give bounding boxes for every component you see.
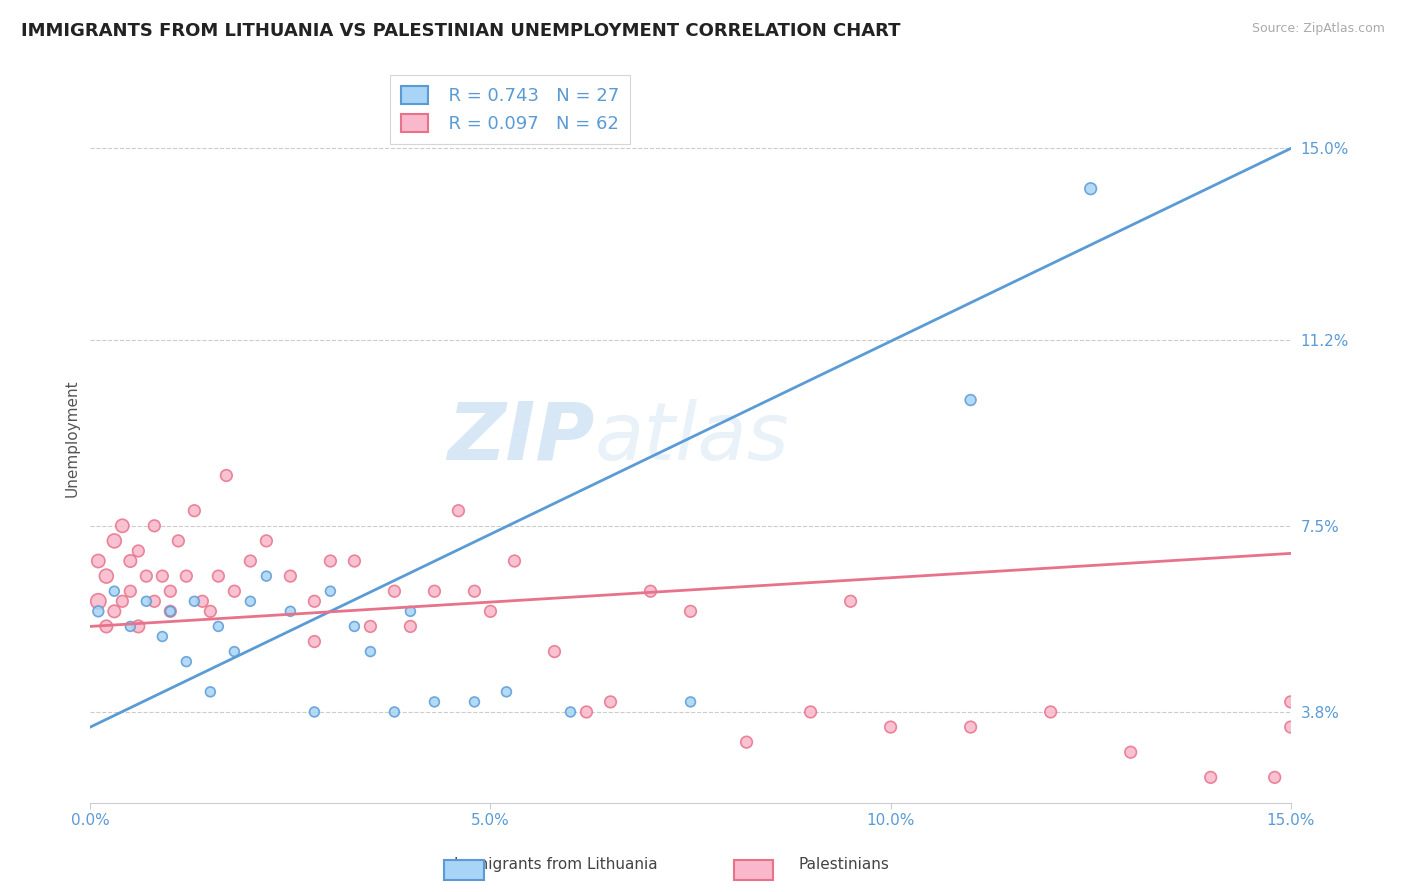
Point — [447, 504, 470, 518]
Point — [1119, 745, 1142, 759]
Point — [207, 619, 229, 633]
Point — [96, 619, 118, 633]
Point — [1039, 705, 1062, 719]
Point — [879, 720, 901, 734]
Point — [1303, 756, 1326, 770]
Point — [159, 604, 181, 618]
Point — [120, 619, 142, 633]
Point — [239, 594, 262, 608]
Text: atlas: atlas — [595, 399, 789, 476]
Point — [224, 584, 246, 599]
Point — [359, 619, 381, 633]
Point — [959, 392, 981, 407]
Point — [103, 584, 125, 599]
Point — [1295, 705, 1317, 719]
Point — [280, 604, 302, 618]
Point — [1264, 770, 1286, 784]
Point — [679, 604, 702, 618]
Text: Immigrants from Lithuania: Immigrants from Lithuania — [454, 857, 657, 872]
Point — [191, 594, 214, 608]
Point — [200, 685, 222, 699]
Point — [599, 695, 621, 709]
Point — [127, 544, 149, 558]
Point — [304, 705, 326, 719]
Point — [183, 504, 205, 518]
Point — [735, 735, 758, 749]
Point — [1312, 745, 1334, 759]
Point — [150, 569, 173, 583]
Point — [87, 604, 110, 618]
Point — [135, 569, 157, 583]
Point — [111, 594, 134, 608]
Point — [959, 720, 981, 734]
Point — [159, 604, 181, 618]
Point — [120, 584, 142, 599]
Text: IMMIGRANTS FROM LITHUANIA VS PALESTINIAN UNEMPLOYMENT CORRELATION CHART: IMMIGRANTS FROM LITHUANIA VS PALESTINIAN… — [21, 22, 901, 40]
Point — [254, 569, 277, 583]
Point — [143, 518, 166, 533]
Point — [575, 705, 598, 719]
Point — [207, 569, 229, 583]
Point — [1279, 695, 1302, 709]
Point — [159, 584, 181, 599]
Point — [176, 655, 198, 669]
Point — [224, 644, 246, 658]
Point — [143, 594, 166, 608]
Point — [560, 705, 582, 719]
Point — [1080, 182, 1102, 196]
Point — [176, 569, 198, 583]
Point — [679, 695, 702, 709]
Point — [495, 685, 517, 699]
Point — [127, 619, 149, 633]
Point — [503, 554, 526, 568]
Point — [543, 644, 565, 658]
Point — [399, 604, 422, 618]
Point — [103, 533, 125, 548]
Point — [399, 619, 422, 633]
Point — [359, 644, 381, 658]
Point — [1295, 745, 1317, 759]
Point — [239, 554, 262, 568]
Point — [319, 584, 342, 599]
Point — [183, 594, 205, 608]
Point — [96, 569, 118, 583]
Point — [87, 594, 110, 608]
Point — [800, 705, 823, 719]
Point — [640, 584, 662, 599]
Text: Palestinians: Palestinians — [799, 857, 889, 872]
Point — [254, 533, 277, 548]
Point — [103, 604, 125, 618]
Point — [87, 554, 110, 568]
Point — [839, 594, 862, 608]
Point — [304, 594, 326, 608]
Point — [111, 518, 134, 533]
Point — [343, 619, 366, 633]
Point — [423, 584, 446, 599]
Point — [215, 468, 238, 483]
Point — [304, 634, 326, 648]
Point — [1199, 770, 1222, 784]
Point — [200, 604, 222, 618]
Text: ZIP: ZIP — [447, 399, 595, 476]
Text: Source: ZipAtlas.com: Source: ZipAtlas.com — [1251, 22, 1385, 36]
Point — [463, 584, 485, 599]
Point — [150, 630, 173, 644]
Point — [280, 569, 302, 583]
Y-axis label: Unemployment: Unemployment — [65, 379, 79, 497]
Point — [384, 584, 406, 599]
Point — [1279, 720, 1302, 734]
Point — [479, 604, 502, 618]
Legend:   R = 0.743   N = 27,   R = 0.097   N = 62: R = 0.743 N = 27, R = 0.097 N = 62 — [391, 75, 630, 145]
Point — [423, 695, 446, 709]
Point — [463, 695, 485, 709]
Point — [167, 533, 190, 548]
Point — [319, 554, 342, 568]
Point — [1319, 594, 1341, 608]
Point — [135, 594, 157, 608]
Point — [384, 705, 406, 719]
Point — [120, 554, 142, 568]
Point — [343, 554, 366, 568]
